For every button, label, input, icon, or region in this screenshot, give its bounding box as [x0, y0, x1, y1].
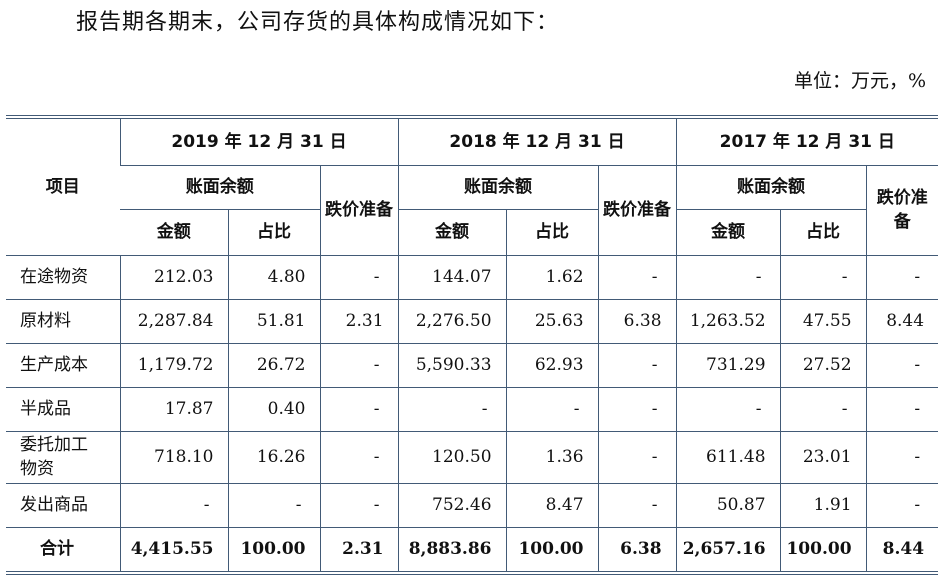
- row-label: 委托加工物资: [6, 431, 120, 484]
- header-ratio: 占比: [505, 209, 599, 256]
- row-label: 半成品: [6, 387, 120, 432]
- intro-text: 报告期各期末，公司存货的具体构成情况如下：: [76, 10, 560, 35]
- table-cell: 23.01: [779, 431, 867, 484]
- table-cell: -: [319, 255, 399, 300]
- table-cell: -: [597, 431, 677, 484]
- header-amount: 金额: [675, 209, 781, 256]
- header-amount: 金额: [120, 209, 228, 256]
- table-cell: 144.07: [397, 255, 507, 300]
- table-cell: -: [675, 387, 781, 432]
- header-ratio: 占比: [779, 209, 867, 256]
- table-cell: -: [865, 483, 939, 528]
- table-cell: 2.31: [319, 299, 399, 344]
- table-cell: 47.55: [779, 299, 867, 344]
- table-cell: 1.91: [779, 483, 867, 528]
- table-cell: 4.80: [227, 255, 320, 300]
- header-impairment: 跌价准备: [597, 165, 677, 256]
- table-cell: 50.87: [675, 483, 781, 528]
- header-impairment: 跌价准备: [319, 165, 399, 256]
- row-label: 在途物资: [6, 255, 120, 300]
- table-cell: 2.31: [319, 527, 399, 575]
- table-cell: -: [597, 387, 677, 432]
- table-cell: -: [505, 387, 599, 432]
- table-cell: 611.48: [675, 431, 781, 484]
- table-cell: 26.72: [227, 343, 320, 388]
- table-cell: -: [779, 255, 867, 300]
- table-cell: 17.87: [119, 387, 228, 432]
- table-cell: 16.26: [227, 431, 320, 484]
- table-cell: 6.38: [597, 299, 677, 344]
- table-row: 委托加工物资 718.10 16.26-120.50 1.36-611.48 23.01…: [6, 431, 939, 484]
- table-cell: 27.52: [779, 343, 867, 388]
- inventory-table: 项目 2019 年 12 月 31 日 2018 年 12 月 31 日 201…: [6, 115, 939, 575]
- header-book-balance: 账面余额: [397, 165, 599, 210]
- row-label-text: 委托加工物资: [20, 435, 88, 479]
- table-cell: -: [319, 387, 399, 432]
- row-label: 发出商品: [6, 483, 120, 528]
- table-cell: 51.81: [227, 299, 320, 344]
- table-cell: -: [397, 387, 507, 432]
- header-impairment: 跌价准备: [865, 165, 939, 256]
- table-cell: -: [865, 255, 939, 300]
- table-cell: 6.38: [597, 527, 677, 575]
- table-cell: 752.46: [397, 483, 507, 528]
- table-cell: 8.44: [865, 299, 939, 344]
- table-cell: 0.40: [227, 387, 320, 432]
- row-label: 原材料: [6, 299, 120, 344]
- table-cell: -: [865, 431, 939, 484]
- table-cell: 1,179.72: [119, 343, 228, 388]
- table-row: 生产成本 1,179.72 26.72-5,590.33 62.93-731.29 27…: [6, 343, 939, 388]
- table-cell: -: [865, 343, 939, 388]
- table-cell: 100.00: [779, 527, 867, 575]
- header-period-2018: 2018 年 12 月 31 日: [397, 115, 677, 166]
- table-cell: -: [597, 343, 677, 388]
- table-row: 半成品 17.87 0.40- - - - - - -: [6, 387, 939, 432]
- table-cell: -: [865, 387, 939, 432]
- table-cell: 100.00: [227, 527, 320, 575]
- table-cell: -: [675, 255, 781, 300]
- table-cell: 8.44: [865, 527, 939, 575]
- header-book-balance: 账面余额: [675, 165, 867, 210]
- table-cell: 100.00: [505, 527, 599, 575]
- table-cell: -: [597, 255, 677, 300]
- table-cell: -: [597, 483, 677, 528]
- header-amount: 金额: [397, 209, 507, 256]
- table-cell: 1.36: [505, 431, 599, 484]
- table-cell: -: [319, 431, 399, 484]
- total-label: 合计: [6, 527, 120, 575]
- row-label: 生产成本: [6, 343, 120, 388]
- table-row: 原材料 2,287.84 51.81 2.31 2,276.50 25.63 6.38 1,2…: [6, 299, 939, 344]
- table-cell: -: [319, 483, 399, 528]
- table-cell: 212.03: [119, 255, 228, 300]
- table-cell: -: [319, 343, 399, 388]
- table-cell: 120.50: [397, 431, 507, 484]
- unit-label: 单位：万元，%: [793, 70, 926, 92]
- table-cell: 731.29: [675, 343, 781, 388]
- table-cell: -: [779, 387, 867, 432]
- table-cell: 4,415.55: [119, 527, 228, 575]
- header-ratio: 占比: [227, 209, 320, 256]
- table-row: 发出商品 - - -752.46 8.47-50.87 1.91-: [6, 483, 939, 528]
- header-book-balance: 账面余额: [120, 165, 320, 210]
- table-cell: 5,590.33: [397, 343, 507, 388]
- table-cell: 2,276.50: [397, 299, 507, 344]
- table-row: 在途物资 212.03 4.80-144.07 1.62- - - -: [6, 255, 939, 300]
- header-period-2019: 2019 年 12 月 31 日: [119, 115, 399, 166]
- table-cell: 718.10: [119, 431, 228, 484]
- table-cell: 8.47: [505, 483, 599, 528]
- table-cell: 1,263.52: [675, 299, 781, 344]
- table-cell: 1.62: [505, 255, 599, 300]
- header-item: 项目: [6, 115, 120, 256]
- table-cell: 8,883.86: [397, 527, 507, 575]
- table-cell: 2,287.84: [119, 299, 228, 344]
- table-cell: -: [227, 483, 320, 528]
- total-row: 合计 4,415.55 100.00 2.31 8,883.86 100.00 6.38 2,…: [6, 527, 939, 575]
- table-cell: 25.63: [505, 299, 599, 344]
- table-cell: -: [119, 483, 228, 528]
- header-period-2017: 2017 年 12 月 31 日: [675, 115, 939, 166]
- table-cell: 2,657.16: [675, 527, 781, 575]
- table-cell: 62.93: [505, 343, 599, 388]
